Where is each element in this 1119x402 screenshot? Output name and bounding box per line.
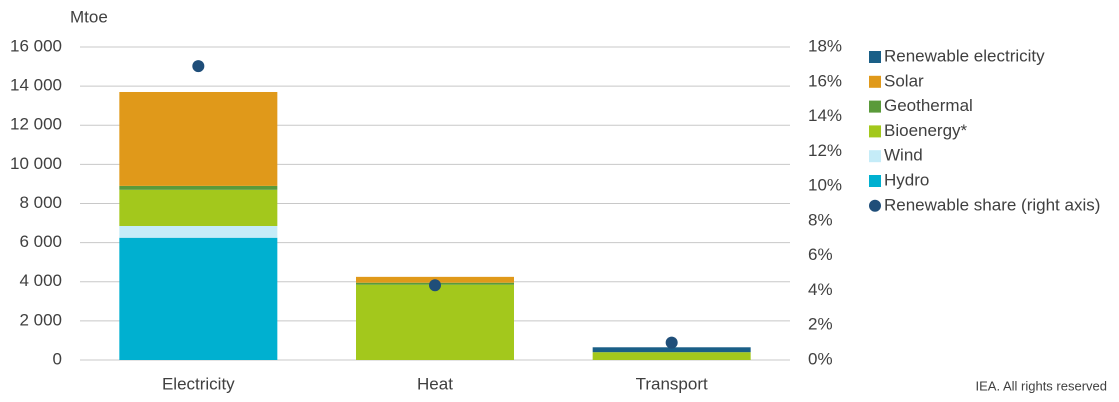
x-tick-label: Electricity [162,374,235,393]
legend-marker [869,125,881,138]
source-note: IEA. All rights reserved [976,378,1108,393]
y2-tick-label: 18% [808,36,842,55]
legend-marker [869,75,881,88]
bar-segment [119,237,278,360]
legend-label: Bioenergy* [884,121,968,140]
legend-marker [869,100,881,113]
y2-tick-label: 14% [808,106,842,125]
share-dot [429,279,441,292]
legend-label: Renewable share (right axis) [884,195,1100,214]
y2-tick-label: 10% [808,176,842,195]
y-tick-label: 6 000 [19,232,62,251]
y-tick-label: 4 000 [19,271,62,290]
share-dot [192,60,205,73]
y2-tick-label: 4% [808,280,833,299]
legend-marker [869,150,881,163]
legend-marker [869,175,881,187]
y-tick-label: 0 [53,349,62,368]
bar-segment [119,185,278,190]
legend-label: Wind [884,146,923,165]
bar-segment [119,91,278,186]
share-dot [665,336,678,349]
y-tick-label: 12 000 [10,115,62,134]
y2-tick-label: 2% [808,315,833,334]
x-tick-label: Transport [636,374,708,393]
bar-segment [356,284,514,360]
legend-marker [869,51,881,63]
bar-segment [119,225,278,238]
y-tick-label: 10 000 [10,154,62,173]
y2-tick-label: 12% [808,141,842,160]
y-tick-label: 14 000 [10,76,62,95]
unit-label: Mtoe [70,7,108,26]
bar-segment [592,347,751,353]
y2-tick-label: 0% [808,349,833,368]
x-tick-label: Heat [417,374,453,393]
legend-marker [869,199,881,212]
y-tick-label: 16 000 [10,36,62,55]
y2-tick-label: 16% [808,71,842,90]
legend-label: Solar [884,71,924,90]
bar-segment [592,352,751,360]
y-tick-label: 2 000 [19,310,62,329]
y2-tick-label: 8% [808,210,833,229]
y-tick-label: 8 000 [19,193,62,212]
legend-label: Renewable electricity [884,46,1045,65]
y2-tick-label: 6% [808,245,833,264]
legend-label: Geothermal [884,96,973,115]
legend-label: Hydro [884,170,929,189]
bar-segment [119,189,278,226]
